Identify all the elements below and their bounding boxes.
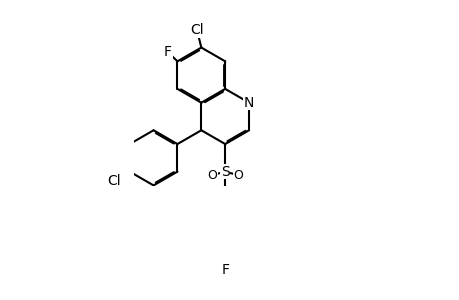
Text: O: O [233,169,243,182]
Text: O: O [207,169,217,182]
Text: Cl: Cl [190,23,203,37]
Text: Cl: Cl [107,174,121,188]
Text: F: F [221,263,229,278]
Text: S: S [220,165,229,178]
Text: N: N [243,96,254,110]
Text: F: F [163,45,172,59]
